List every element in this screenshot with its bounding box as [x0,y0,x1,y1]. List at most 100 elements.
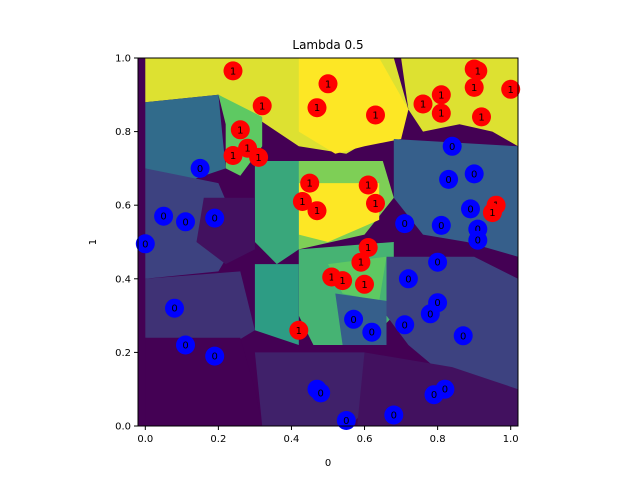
point-marker [307,201,327,221]
point-class-1-23: 1 [482,203,502,223]
point-marker [482,203,502,223]
point-label: 1 [237,125,243,136]
point-label: 1 [325,79,331,90]
point-class-1-21: 1 [366,193,385,213]
point-marker [223,146,243,165]
point-label: 0 [475,236,481,247]
point-marker [461,199,480,219]
point-label: 1 [255,153,261,164]
point-marker [395,214,415,234]
point-class-1-19: 1 [307,201,327,221]
point-label: 0 [391,411,397,422]
point-label: 0 [402,320,408,331]
point-marker [428,252,448,272]
point-class-1-20: 1 [358,175,378,195]
point-class-1-14: 1 [468,61,488,81]
point-class-1-1: 1 [252,96,272,116]
point-marker [464,77,484,97]
x-tick-label-4: 0.8 [430,434,446,445]
point-label: 0 [142,239,148,250]
point-class-0-28: 0 [336,411,356,430]
point-label: 1 [438,90,444,101]
point-class-0-23: 0 [453,326,473,346]
point-marker [135,234,155,254]
point-marker [472,107,491,127]
point-label: 1 [230,66,236,77]
point-class-0-10: 0 [439,169,459,189]
point-class-1-13: 1 [464,77,484,97]
point-class-0-20: 0 [344,309,364,329]
point-label: 1 [475,66,481,77]
point-label: 1 [299,197,305,208]
point-class-1-18: 1 [292,192,312,211]
point-label: 1 [438,109,444,120]
point-class-1-28: 1 [355,274,374,294]
point-marker [249,147,269,167]
point-marker [398,269,418,289]
point-class-0-25: 0 [311,383,331,403]
point-marker [424,385,444,405]
point-label: 0 [212,214,218,225]
point-label: 1 [296,326,302,337]
point-label: 1 [361,280,367,291]
point-label: 1 [339,276,345,287]
y-tick-label-2: 0.4 [115,274,131,285]
point-label: 1 [372,199,378,210]
point-class-0-17: 0 [398,269,418,289]
point-label: 1 [314,103,320,114]
point-class-1-9: 1 [413,94,433,114]
point-marker [395,315,415,335]
point-marker [292,192,312,211]
point-label: 0 [427,309,433,320]
point-marker [358,238,378,257]
point-class-0-2: 0 [176,212,195,232]
point-marker [366,193,385,213]
point-marker [468,61,488,81]
point-label: 0 [438,221,444,232]
x-tick-label-1: 0.2 [210,434,226,445]
x-tick-label-3: 0.6 [357,434,373,445]
point-label: 0 [475,225,481,236]
point-label: 1 [307,179,313,190]
decision-region-10 [145,94,226,184]
decision-region-9 [254,264,299,345]
point-label: 1 [358,258,364,269]
plot-frame [137,57,519,427]
point-marker [176,335,195,355]
point-class-0-11: 0 [395,214,415,234]
point-marker [311,383,331,403]
point-marker [442,136,462,156]
point-marker [358,175,378,195]
y-tick-label-0: 0.0 [115,422,131,433]
point-class-0-19: 0 [420,304,440,324]
point-label: 0 [182,217,188,228]
point-class-0-3: 0 [205,208,225,228]
x-tick-label-5: 1.0 [503,434,519,445]
point-label: 1 [372,111,378,122]
point-marker [165,298,184,318]
point-class-0-7: 0 [205,346,225,366]
point-label: 0 [405,274,411,285]
point-class-0-8: 0 [442,136,462,156]
y-axis: 0.0 0.2 0.4 0.6 0.8 1.0 [115,54,138,433]
point-label: 0 [343,416,349,427]
point-marker [413,94,433,114]
x-axis-label: 0 [325,458,331,469]
point-label: 1 [244,144,250,155]
point-class-1-24: 1 [358,238,378,257]
point-class-1-4: 1 [223,146,243,165]
point-marker [223,61,243,81]
point-label: 0 [171,304,177,315]
point-marker [307,98,327,118]
point-label: 0 [434,298,440,309]
point-label: 0 [160,212,166,223]
point-marker [501,79,521,99]
point-class-0-4: 0 [135,234,155,254]
y-tick-label-5: 1.0 [115,54,131,65]
point-marker [336,411,356,430]
point-label: 0 [212,352,218,363]
point-class-0-1: 0 [154,206,174,226]
point-label: 0 [350,315,356,326]
point-class-1-17: 1 [300,173,320,193]
